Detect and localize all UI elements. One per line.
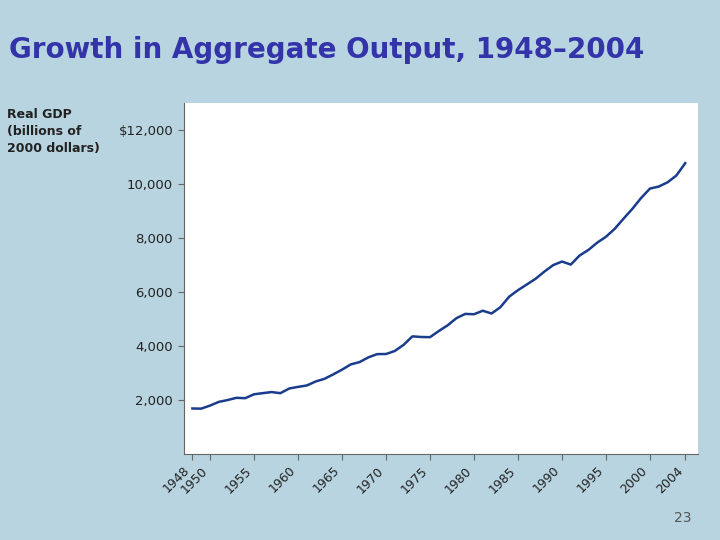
Text: Growth in Aggregate Output, 1948–2004: Growth in Aggregate Output, 1948–2004 xyxy=(9,37,644,64)
Text: Real GDP
(billions of
2000 dollars): Real GDP (billions of 2000 dollars) xyxy=(7,108,100,155)
Text: 23: 23 xyxy=(674,511,691,525)
